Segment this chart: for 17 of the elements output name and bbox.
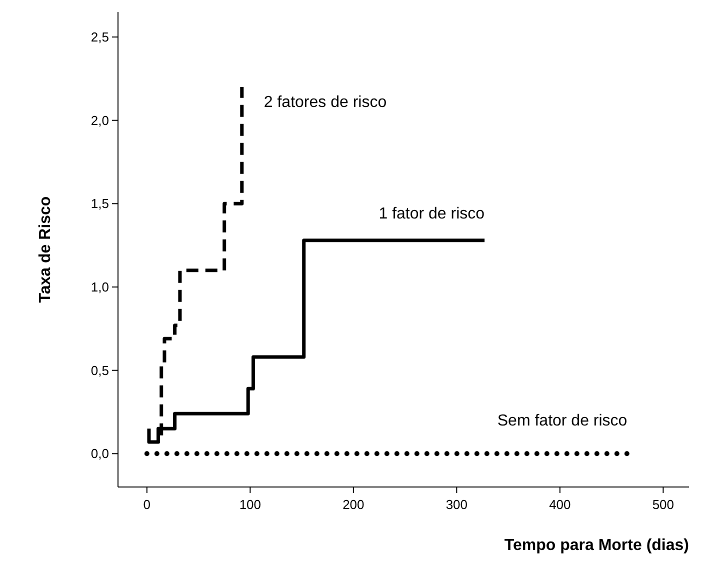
x-tick-label: 200 [342, 497, 364, 512]
y-tick-label: 1,5 [90, 196, 109, 212]
y-axis-title: Taxa de Risco [37, 196, 54, 303]
y-tick-label: 2,5 [90, 30, 109, 45]
series-label: 1 fator de risco [378, 205, 485, 222]
x-tick-label: 300 [446, 497, 468, 512]
y-tick-label: 1,0 [90, 280, 109, 295]
x-tick-label: 500 [652, 497, 674, 512]
x-tick-label: 400 [549, 497, 571, 512]
x-tick-label: 0 [143, 497, 151, 512]
x-axis-title: Tempo para Morte (dias) [504, 537, 689, 554]
series-label: Sem fator de risco [497, 412, 628, 430]
y-tick-label: 0,0 [90, 446, 109, 462]
x-tick-label: 100 [239, 497, 262, 512]
y-tick-label: 2,0 [90, 112, 109, 128]
series-label: 2 fatores de risco [264, 94, 387, 111]
y-tick-label: 0,5 [90, 362, 109, 378]
